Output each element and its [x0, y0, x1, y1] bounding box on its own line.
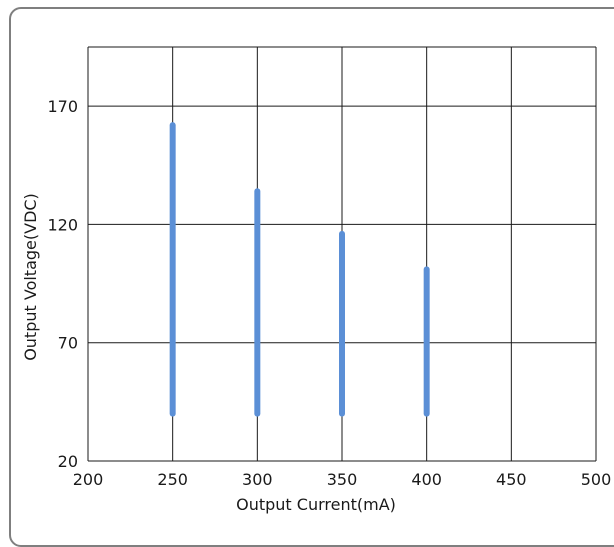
chart-frame: [9, 7, 614, 547]
x-tick-label-450: 450: [496, 470, 527, 489]
x-tick-label-500: 500: [581, 470, 612, 489]
x-tick-label-250: 250: [157, 470, 188, 489]
y-axis-title: Output Voltage(VDC): [21, 193, 40, 361]
x-tick-label-300: 300: [242, 470, 273, 489]
x-axis-title: Output Current(mA): [236, 495, 396, 514]
y-tick-label-120: 120: [47, 215, 78, 234]
y-tick-label-170: 170: [47, 97, 78, 116]
x-tick-label-200: 200: [73, 470, 104, 489]
x-tick-label-400: 400: [411, 470, 442, 489]
y-tick-label-70: 70: [58, 334, 78, 353]
tick-labels: 200 250 300 350 400 450 500 20 70 120 170: [47, 97, 611, 489]
x-tick-label-350: 350: [327, 470, 358, 489]
data-series: [169, 122, 430, 417]
y-tick-label-20: 20: [58, 452, 78, 471]
chart: 200 250 300 350 400 450 500 20 70 120 170 Output C…: [21, 46, 611, 514]
